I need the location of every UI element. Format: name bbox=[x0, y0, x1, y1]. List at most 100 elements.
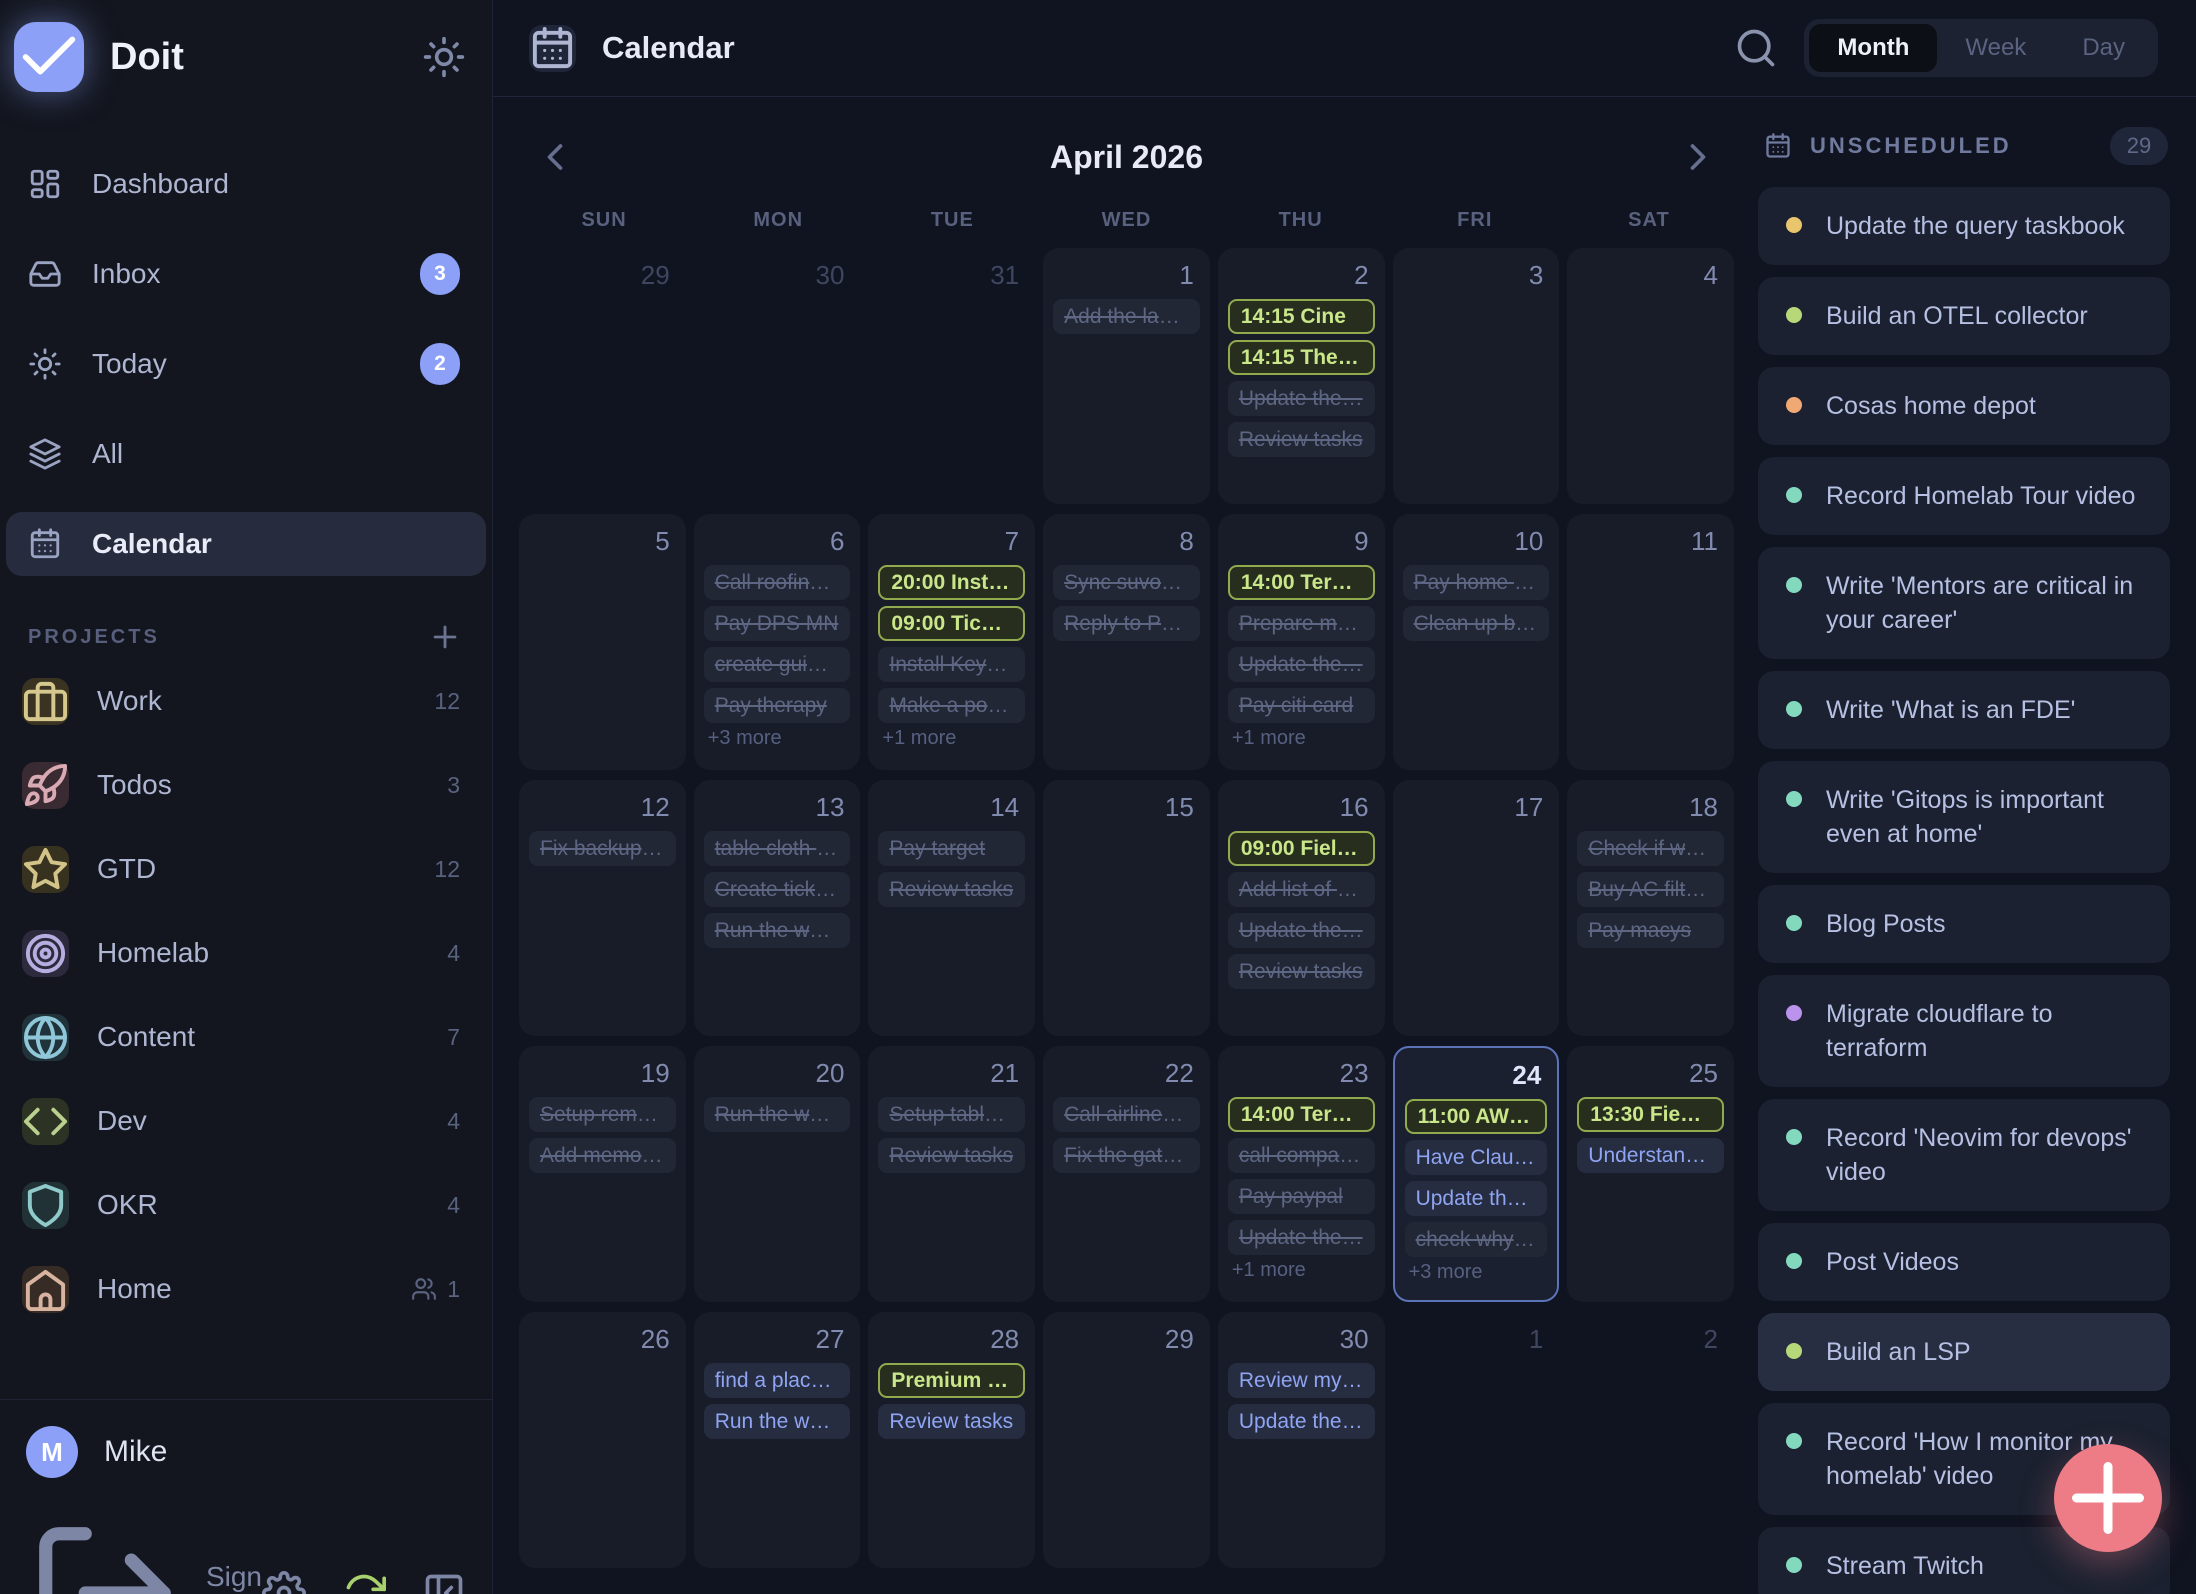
completed-task[interactable]: Call airline a… bbox=[1053, 1097, 1200, 1132]
calendar-cell-13[interactable]: 13 table cloth d… Create ticke… Run the wee… bbox=[693, 780, 861, 1036]
task[interactable]: Update the … bbox=[1227, 1404, 1375, 1439]
calendar-cell-14[interactable]: 14 Pay target Review tasks bbox=[868, 780, 1036, 1036]
sidebar-item-today[interactable]: Today 2 bbox=[6, 332, 486, 396]
calendar-cell-25[interactable]: 25 13:30 Fiesta… Understand … bbox=[1567, 1046, 1734, 1302]
task[interactable]: Have Claude… bbox=[1404, 1140, 1548, 1175]
completed-task[interactable]: Review tasks bbox=[1227, 954, 1375, 989]
completed-task[interactable]: Pay citi card bbox=[1227, 688, 1375, 723]
unscheduled-task[interactable]: Build an LSP bbox=[1758, 1313, 2170, 1391]
theme-toggle-button[interactable] bbox=[422, 35, 466, 79]
timed-event[interactable]: 14:00 Terap… bbox=[1227, 565, 1375, 600]
sync-button[interactable] bbox=[342, 1571, 386, 1594]
timed-event[interactable]: 09:00 Ticke… bbox=[878, 606, 1026, 641]
completed-task[interactable]: Pay paypal bbox=[1227, 1179, 1375, 1214]
completed-task[interactable]: Fix the gate… bbox=[1053, 1138, 1200, 1173]
completed-task[interactable]: call compan… bbox=[1227, 1138, 1375, 1173]
project-item-content[interactable]: Content 7 bbox=[6, 1006, 486, 1068]
completed-task[interactable]: Setup remot… bbox=[529, 1097, 676, 1132]
task[interactable]: Understand … bbox=[1577, 1138, 1724, 1173]
more-events-link[interactable]: +1 more bbox=[1231, 1259, 1306, 1281]
project-item-todos[interactable]: Todos 3 bbox=[6, 754, 486, 816]
completed-task[interactable]: Pay therapy bbox=[703, 688, 851, 723]
more-events-link[interactable]: +3 more bbox=[1408, 1261, 1483, 1283]
more-events-link[interactable]: +1 more bbox=[1231, 727, 1306, 749]
more-events-link[interactable]: +1 more bbox=[882, 727, 957, 749]
completed-task[interactable]: Make a post … bbox=[878, 688, 1026, 723]
calendar-cell-20[interactable]: 20 Run the wee… bbox=[693, 1046, 861, 1302]
calendar-cell-30[interactable]: 30 Review my … Update the … bbox=[1217, 1312, 1385, 1568]
completed-task[interactable]: Update the… bbox=[1227, 381, 1375, 416]
unscheduled-task[interactable]: Migrate cloudflare to terraform bbox=[1758, 975, 2170, 1087]
completed-task[interactable]: Install Keycl… bbox=[878, 647, 1026, 682]
unscheduled-task[interactable]: Update the query taskbook bbox=[1758, 187, 2170, 265]
calendar-cell-18[interactable]: 18 Check if we… Buy AC filters Pay macys bbox=[1567, 780, 1734, 1036]
project-item-gtd[interactable]: GTD 12 bbox=[6, 838, 486, 900]
task[interactable]: Review tasks bbox=[878, 1404, 1026, 1439]
calendar-cell-9[interactable]: 9 14:00 Terap… Prepare my … Update the… Pay … bbox=[1217, 514, 1385, 770]
unscheduled-task[interactable]: Post Videos bbox=[1758, 1223, 2170, 1301]
completed-task[interactable]: Pay DPS MN bbox=[703, 606, 851, 641]
completed-task[interactable]: table cloth d… bbox=[703, 831, 851, 866]
calendar-cell-23[interactable]: 23 14:00 Terap… call compan… Pay paypal Upda… bbox=[1217, 1046, 1385, 1302]
calendar-cell-29[interactable]: 29 bbox=[519, 248, 686, 504]
project-item-home[interactable]: Home 1 bbox=[6, 1258, 486, 1320]
task[interactable]: Update the r… bbox=[1404, 1181, 1548, 1216]
calendar-cell-15[interactable]: 15 bbox=[1043, 780, 1210, 1036]
calendar-cell-16[interactable]: 16 09:00 Field … Add list of e… Update the…… bbox=[1217, 780, 1385, 1036]
unscheduled-task[interactable]: Write 'What is an FDE' bbox=[1758, 671, 2170, 749]
task[interactable]: Run the wee… bbox=[703, 1404, 851, 1439]
completed-task[interactable]: Review tasks bbox=[878, 872, 1026, 907]
calendar-cell-2[interactable]: 2 bbox=[1567, 1312, 1734, 1568]
sidebar-item-calendar[interactable]: Calendar bbox=[6, 512, 486, 576]
calendar-cell-12[interactable]: 12 Fix backup t… bbox=[519, 780, 686, 1036]
sign-out-button[interactable]: Sign out bbox=[26, 1514, 262, 1594]
unscheduled-task[interactable]: Build an OTEL collector bbox=[1758, 277, 2170, 355]
unscheduled-task[interactable]: Record 'Neovim for devops' video bbox=[1758, 1099, 2170, 1211]
timed-event[interactable]: 14:00 Terap… bbox=[1227, 1097, 1375, 1132]
calendar-cell-2[interactable]: 2 14:15 Cine 14:15 The S… Update the… Review… bbox=[1217, 248, 1385, 504]
calendar-cell-21[interactable]: 21 Setup table … Review tasks bbox=[868, 1046, 1036, 1302]
project-item-dev[interactable]: Dev 4 bbox=[6, 1090, 486, 1152]
calendar-cell-24-today[interactable]: 24 11:00 AWS … Have Claude… Update the r… ch… bbox=[1392, 1046, 1560, 1302]
calendar-cell-19[interactable]: 19 Setup remot… Add memor… bbox=[519, 1046, 686, 1302]
add-project-button[interactable] bbox=[428, 620, 462, 654]
completed-task[interactable]: Add list of e… bbox=[1227, 872, 1375, 907]
task[interactable]: find a place … bbox=[703, 1363, 851, 1398]
completed-task[interactable]: Create ticke… bbox=[703, 872, 851, 907]
calendar-cell-30[interactable]: 30 bbox=[694, 248, 861, 504]
completed-task[interactable]: Sync suvod… bbox=[1053, 565, 1200, 600]
calendar-cell-4[interactable]: 4 bbox=[1567, 248, 1734, 504]
calendar-cell-3[interactable]: 3 bbox=[1392, 248, 1560, 504]
completed-task[interactable]: Clean up bit… bbox=[1402, 606, 1550, 641]
calendar-cell-27[interactable]: 27 find a place … Run the wee… bbox=[693, 1312, 861, 1568]
sidebar-item-all[interactable]: All bbox=[6, 422, 486, 486]
prev-month-button[interactable] bbox=[533, 135, 577, 179]
completed-task[interactable]: Review tasks bbox=[1227, 422, 1375, 457]
calendar-cell-22[interactable]: 22 Call airline a… Fix the gate… bbox=[1043, 1046, 1210, 1302]
task[interactable]: Review my … bbox=[1227, 1363, 1375, 1398]
timed-event[interactable]: 11:00 AWS … bbox=[1404, 1099, 1548, 1134]
unscheduled-task[interactable]: Stream Twitch bbox=[1758, 1527, 2170, 1594]
completed-task[interactable]: Add the last… bbox=[1053, 299, 1200, 334]
completed-task[interactable]: Run the wee… bbox=[703, 1097, 851, 1132]
calendar-cell-29[interactable]: 29 bbox=[1043, 1312, 1210, 1568]
timed-event[interactable]: 20:00 Insta… bbox=[878, 565, 1026, 600]
completed-task[interactable]: Fix backup t… bbox=[529, 831, 676, 866]
completed-task[interactable]: Add memor… bbox=[529, 1138, 676, 1173]
next-month-button[interactable] bbox=[1676, 135, 1720, 179]
timed-event[interactable]: 14:15 The S… bbox=[1227, 340, 1375, 375]
completed-task[interactable]: create guide… bbox=[703, 647, 851, 682]
completed-task[interactable]: Review tasks bbox=[878, 1138, 1026, 1173]
sidebar-item-dashboard[interactable]: Dashboard bbox=[6, 152, 486, 216]
completed-task[interactable]: Prepare my … bbox=[1227, 606, 1375, 641]
timed-event[interactable]: 09:00 Field … bbox=[1227, 831, 1375, 866]
project-item-homelab[interactable]: Homelab 4 bbox=[6, 922, 486, 984]
completed-task[interactable]: Update the… bbox=[1227, 647, 1375, 682]
sidebar-item-inbox[interactable]: Inbox 3 bbox=[6, 242, 486, 306]
unscheduled-task[interactable]: Write 'Gitops is important even at home' bbox=[1758, 761, 2170, 873]
timed-event[interactable]: 13:30 Fiesta… bbox=[1577, 1097, 1724, 1132]
calendar-cell-31[interactable]: 31 bbox=[868, 248, 1035, 504]
project-item-okr[interactable]: OKR 4 bbox=[6, 1174, 486, 1236]
search-button[interactable] bbox=[1734, 26, 1778, 70]
calendar-cell-28[interactable]: 28 Premium W… Review tasks bbox=[868, 1312, 1036, 1568]
